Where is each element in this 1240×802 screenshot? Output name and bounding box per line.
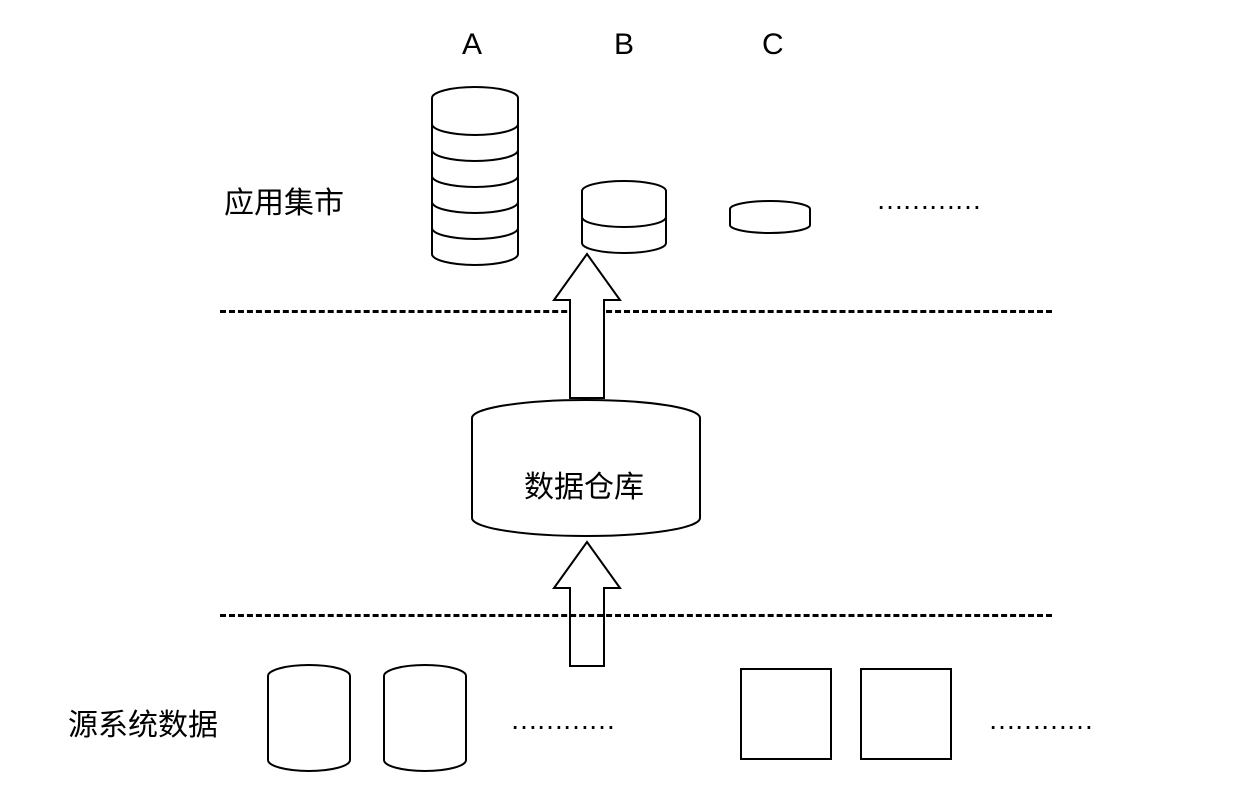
ellipsis-top: …………: [876, 184, 980, 216]
column-label-b: B: [614, 28, 634, 62]
cylinder-stack-a: [430, 86, 520, 266]
source-rect-1: [740, 668, 832, 760]
dashed-divider-1: [220, 310, 1052, 313]
cylinder-stack-b: [580, 180, 668, 254]
source-rect-2: [860, 668, 952, 760]
dashed-divider-2: [220, 614, 1052, 617]
label-data-warehouse: 数据仓库: [524, 462, 644, 506]
column-label-c: C: [762, 28, 784, 62]
architecture-diagram: A B C 应用集市 …………: [0, 0, 1240, 802]
arrow-up-2: [552, 540, 622, 668]
cylinder-stack-c: [728, 200, 812, 236]
source-cylinder-1: [266, 664, 352, 772]
ellipsis-bottom-right: …………: [988, 704, 1092, 736]
source-cylinder-2: [382, 664, 468, 772]
label-app-market: 应用集市: [224, 178, 344, 222]
ellipsis-bottom-left: …………: [510, 704, 614, 736]
column-label-a: A: [462, 28, 482, 62]
arrow-up-1: [552, 252, 622, 400]
label-source-system-data: 源系统数据: [68, 700, 218, 744]
